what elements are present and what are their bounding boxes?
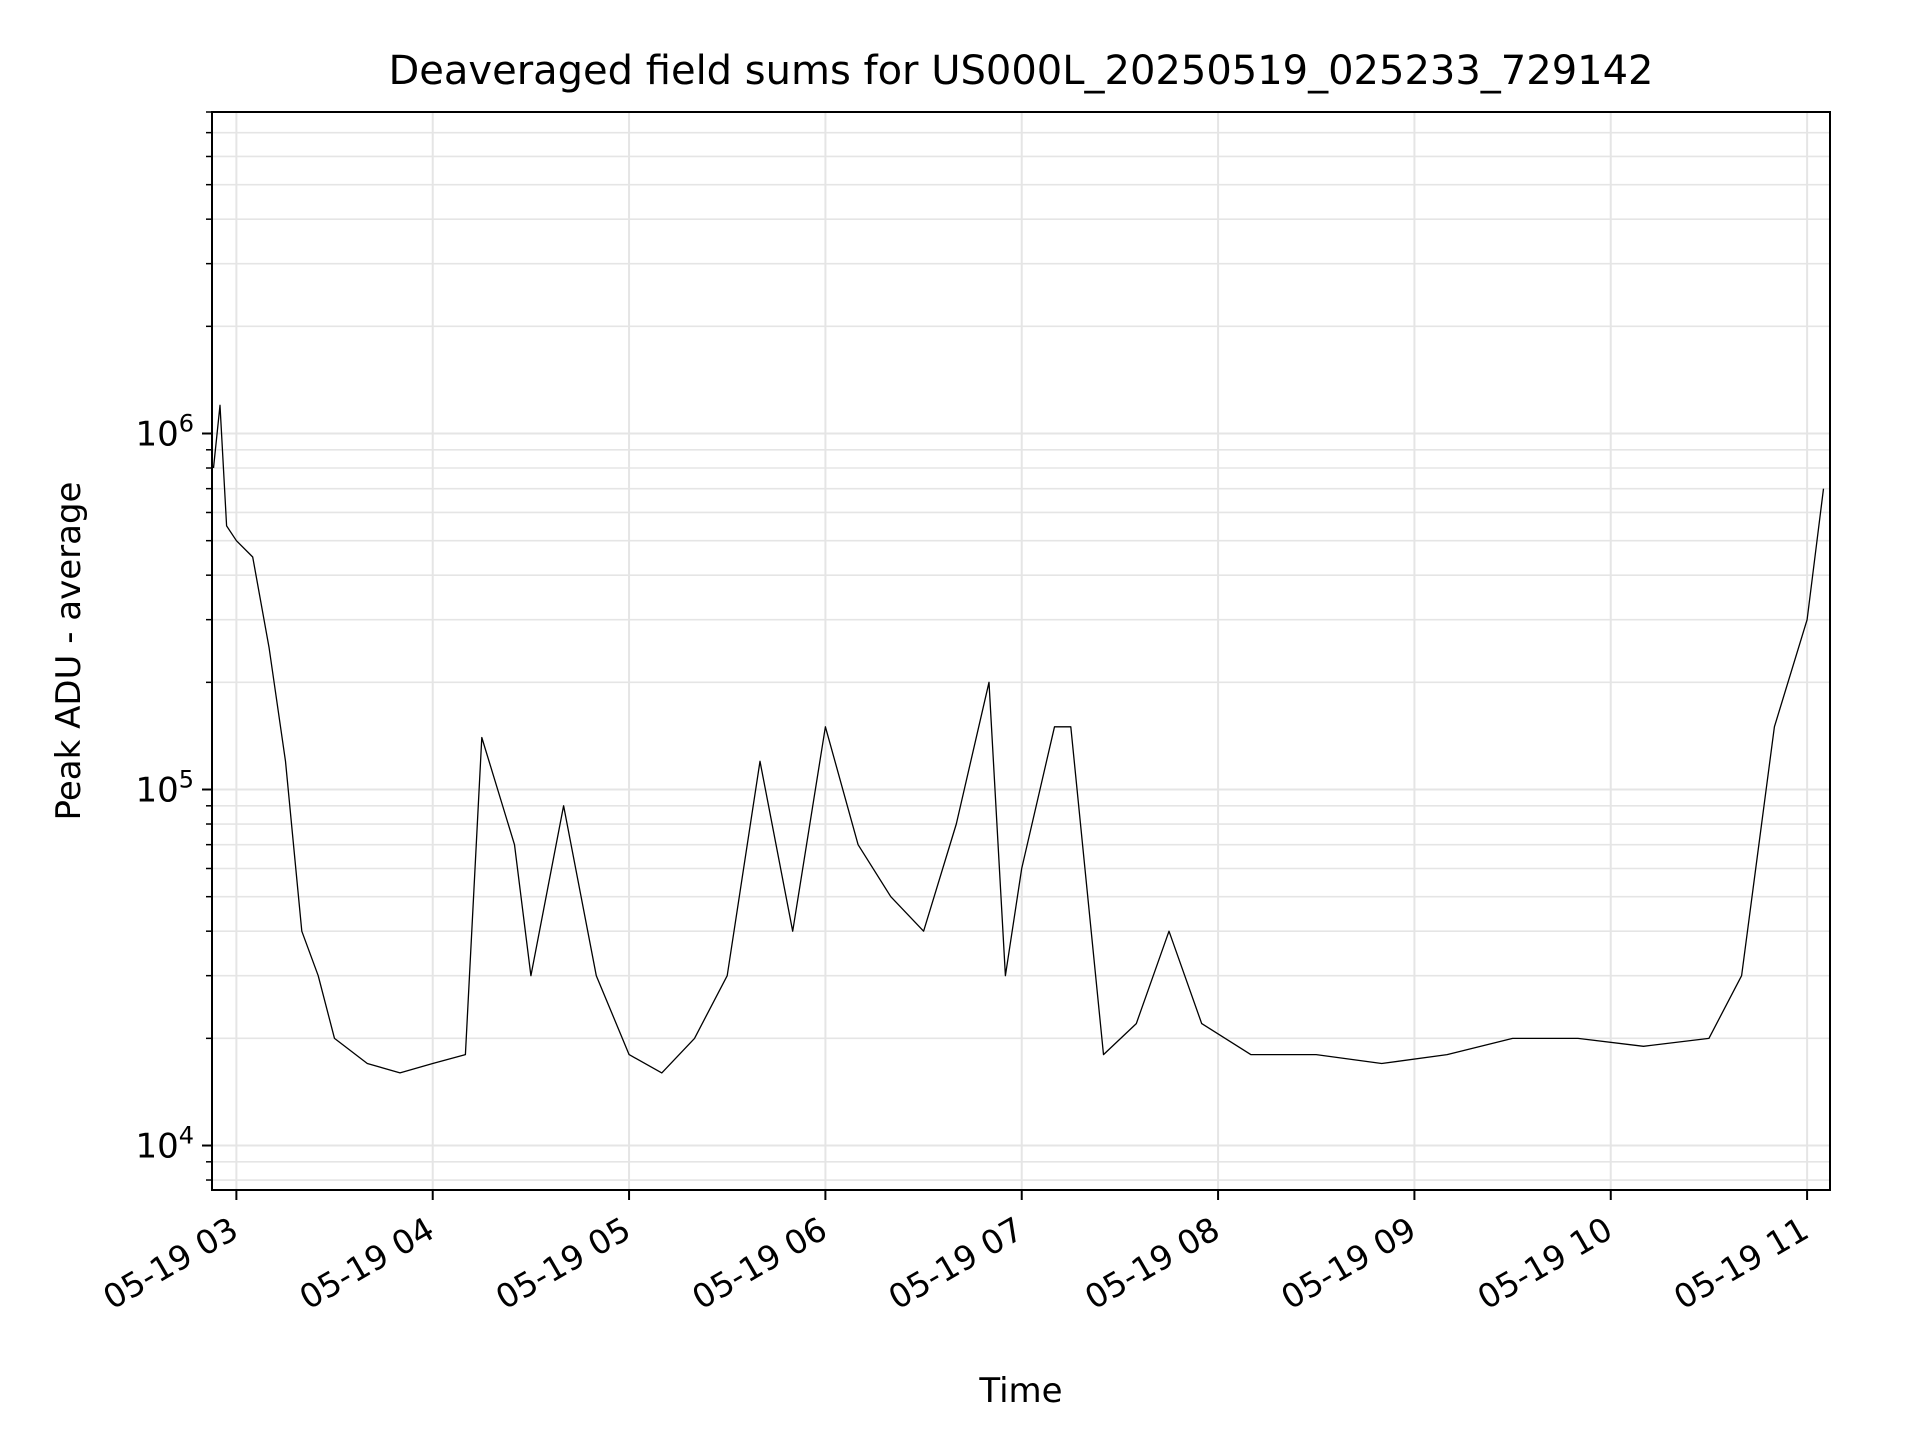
x-axis-label: Time <box>978 1371 1062 1411</box>
y-tick-label: 106 <box>135 410 194 455</box>
series-layer <box>212 404 1825 1074</box>
series-line-0 <box>212 404 1825 1074</box>
y-axis-label: Peak ADU - average <box>49 482 89 821</box>
grid <box>212 111 1830 1190</box>
y-tick-label: 105 <box>135 766 194 811</box>
y-axis: 104 105 106 <box>135 111 212 1181</box>
y-tick-label: 104 <box>135 1122 194 1167</box>
chart-title: Deaveraged field sums for US000L_2025051… <box>389 48 1654 94</box>
